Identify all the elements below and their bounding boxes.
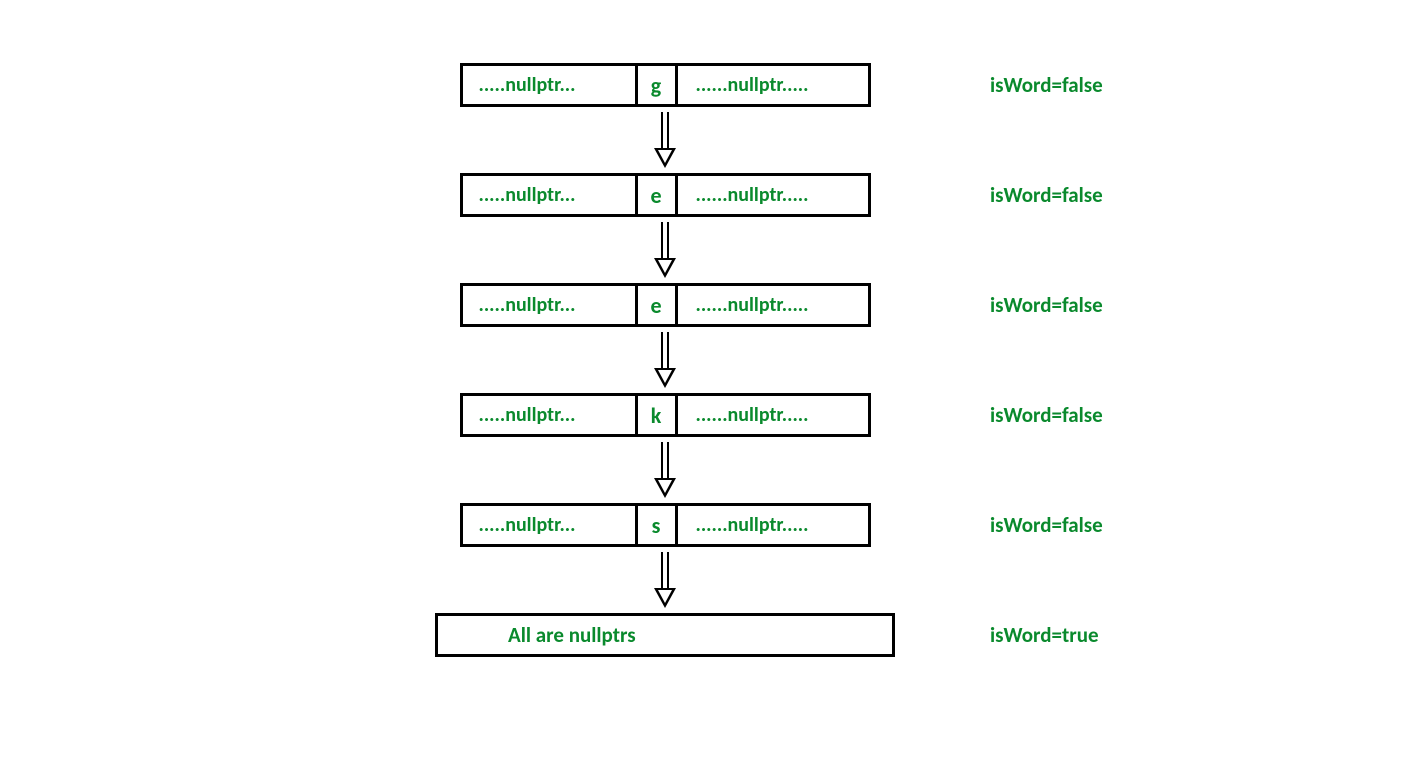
isword-label: isWord=false	[990, 72, 1103, 98]
isword-label: isWord=false	[990, 292, 1103, 318]
char-cell: k	[638, 396, 678, 434]
isword-label: isWord=true	[990, 622, 1099, 648]
trie-node-row: .....nullptr...e......nullptr..... isWord…	[420, 170, 1320, 220]
trie-node: .....nullptr...k......nullptr.....	[460, 393, 871, 437]
char-cell: e	[638, 176, 678, 214]
trie-node-final: All are nullptrs	[435, 613, 895, 657]
final-text: All are nullptrs	[438, 616, 892, 654]
char-cell: e	[638, 286, 678, 324]
isword-label: isWord=false	[990, 512, 1103, 538]
trie-node-row: All are nullptrs isWord=true	[420, 610, 1320, 660]
nullptr-left: .....nullptr...	[463, 506, 638, 544]
nullptr-right: ......nullptr.....	[678, 66, 868, 104]
nullptr-right: ......nullptr.....	[678, 286, 868, 324]
trie-node-row: .....nullptr...s......nullptr..... isWord…	[420, 500, 1320, 550]
nullptr-left: .....nullptr...	[463, 66, 638, 104]
arrow-down	[420, 550, 910, 610]
trie-node: .....nullptr...e......nullptr.....	[460, 283, 871, 327]
trie-node: .....nullptr...e......nullptr.....	[460, 173, 871, 217]
nullptr-right: ......nullptr.....	[678, 506, 868, 544]
trie-diagram: .....nullptr...g......nullptr.....isWord…	[420, 60, 1320, 660]
arrow-down	[420, 440, 910, 500]
nullptr-left: .....nullptr...	[463, 286, 638, 324]
trie-node-row: .....nullptr...g......nullptr..... isWord…	[420, 60, 1320, 110]
isword-label: isWord=false	[990, 402, 1103, 428]
nullptr-right: ......nullptr.....	[678, 396, 868, 434]
nullptr-right: ......nullptr.....	[678, 176, 868, 214]
trie-node: .....nullptr...g......nullptr.....	[460, 63, 871, 107]
nullptr-left: .....nullptr...	[463, 396, 638, 434]
arrow-down	[420, 220, 910, 280]
nullptr-left: .....nullptr...	[463, 176, 638, 214]
char-cell: s	[638, 506, 678, 544]
isword-label: isWord=false	[990, 182, 1103, 208]
trie-node-row: .....nullptr...k......nullptr..... isWord…	[420, 390, 1320, 440]
trie-node-row: .....nullptr...e......nullptr..... isWord…	[420, 280, 1320, 330]
arrow-down	[420, 110, 910, 170]
char-cell: g	[638, 66, 678, 104]
arrow-down	[420, 330, 910, 390]
trie-node: .....nullptr...s......nullptr.....	[460, 503, 871, 547]
